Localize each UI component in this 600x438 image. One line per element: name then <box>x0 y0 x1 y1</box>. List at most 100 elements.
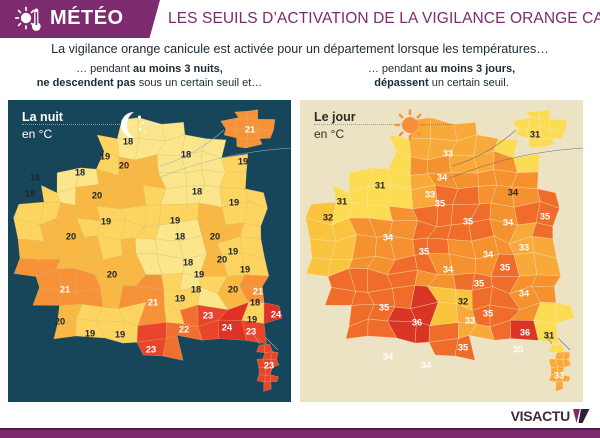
department-area <box>533 252 562 277</box>
department-area <box>60 234 85 260</box>
department-area <box>257 118 276 131</box>
department-area <box>223 128 237 139</box>
department-area <box>412 237 429 256</box>
intro-day-line1-bold: au moins 3 jours, <box>424 63 516 75</box>
visactu-logo: VISACTU <box>511 408 590 424</box>
header-tag-label: MÉTÉO <box>50 7 124 29</box>
intro-night-line1-pre: … pendant <box>76 63 133 75</box>
department-area <box>549 129 566 140</box>
department-area <box>515 128 529 139</box>
department-area <box>239 274 270 287</box>
department-area <box>528 137 540 149</box>
department-area <box>269 374 279 383</box>
department-area <box>74 184 100 207</box>
department-area <box>270 359 280 368</box>
visactu-mark-icon <box>573 409 590 423</box>
map-panel-day: 31 33 34 31 33 34 35 31 32 35 35 34 34 35 34 33 34 35 35 34… <box>300 100 583 402</box>
department-area <box>162 335 184 361</box>
department-area <box>305 257 332 277</box>
moon-icon <box>121 112 146 138</box>
map-panel-night: 18 21 19 18 19 18 20 18 19 20 18 19 19 19 18 20 19 20 18 20… <box>8 100 291 402</box>
department-area <box>263 381 272 392</box>
department-area <box>263 343 273 353</box>
department-area <box>366 184 392 207</box>
department-area <box>448 154 479 174</box>
intro-lead: La vigilance orange canicule est activée… <box>51 42 549 56</box>
intro-night-line2: ne descendent pas sous un certain seuil … <box>8 76 291 90</box>
department-area <box>245 109 259 120</box>
department-area <box>436 204 453 228</box>
department-area <box>410 156 429 176</box>
department-area <box>561 374 571 383</box>
department-area <box>453 272 476 291</box>
department-area <box>555 302 575 324</box>
temperature-label: 35 <box>513 344 523 354</box>
department-area <box>118 156 137 176</box>
department-area <box>454 335 476 361</box>
department-area <box>548 344 558 353</box>
intro-night-line1-bold: au moins 3 nuits, <box>133 63 223 75</box>
department-area <box>557 366 565 377</box>
department-area <box>427 237 450 255</box>
footer-bar <box>0 430 600 438</box>
footer-logo-text: VISACTU <box>510 408 571 424</box>
intro-day-line1-pre: … pendant <box>367 63 425 75</box>
department-area <box>555 381 564 392</box>
corsica-connector <box>543 331 571 351</box>
department-area <box>155 222 180 242</box>
corsica-connector <box>251 331 279 351</box>
department-area <box>430 117 458 142</box>
department-area <box>352 234 377 260</box>
panel-night-unit: en °C <box>22 127 53 141</box>
inset-leader-line <box>451 129 517 167</box>
inset-leader-line <box>159 129 225 167</box>
intro-night: … pendant au moins 3 nuits, ne descenden… <box>8 62 291 90</box>
department-area <box>161 272 184 291</box>
intro-day: … pendant au moins 3 jours, dépassent un… <box>300 62 583 90</box>
department-area <box>245 138 263 149</box>
department-area <box>265 366 273 377</box>
department-area <box>241 320 267 344</box>
department-area <box>533 320 559 344</box>
footer-bar-accent <box>0 428 600 430</box>
header-tag-tail <box>130 0 160 38</box>
temperature-label: 19 <box>25 188 35 198</box>
panel-night-divider <box>22 124 162 126</box>
department-area <box>241 252 270 277</box>
intro-day-line2-post: un certain seuil. <box>428 77 509 89</box>
department-area <box>13 257 40 277</box>
department-area <box>537 109 551 120</box>
panel-day-title: Le jour <box>314 110 356 124</box>
department-area <box>156 154 187 174</box>
department-area <box>144 204 161 228</box>
department-area <box>555 343 565 353</box>
temperature-label: 18 <box>30 172 40 182</box>
department-area <box>256 344 266 353</box>
department-area <box>562 359 572 368</box>
intro-night-line1: … pendant au moins 3 nuits, <box>8 62 291 76</box>
panel-day-divider <box>314 124 454 126</box>
department-area <box>120 237 137 256</box>
department-area <box>526 110 541 119</box>
department-area <box>236 137 248 149</box>
intro-columns: … pendant au moins 3 nuits, ne descenden… <box>0 62 600 98</box>
panel-night-title: La nuit <box>22 110 63 124</box>
sun-icon <box>394 109 426 141</box>
page-title: LES SEUILS D’ACTIVATION DE LA VIGILANCE … <box>168 10 600 27</box>
department-area <box>257 129 274 140</box>
department-area <box>531 274 562 287</box>
department-area <box>263 302 283 324</box>
intro-day-line2-bold: dépassent <box>374 77 429 89</box>
intro-day-line2: dépassent un certain seuil. <box>300 76 583 90</box>
department-area <box>537 138 555 149</box>
department-area <box>447 222 472 242</box>
panel-day-unit: en °C <box>314 127 345 141</box>
temperature-label: 34 <box>421 360 432 370</box>
department-area <box>549 118 568 131</box>
intro-day-line1: … pendant au moins 3 jours, <box>300 62 583 76</box>
header: MÉTÉO LES SEUILS D’ACTIVATION DE LA VIGI… <box>0 0 600 38</box>
department-area <box>135 237 158 255</box>
sun-thermometer-icon <box>14 6 41 31</box>
